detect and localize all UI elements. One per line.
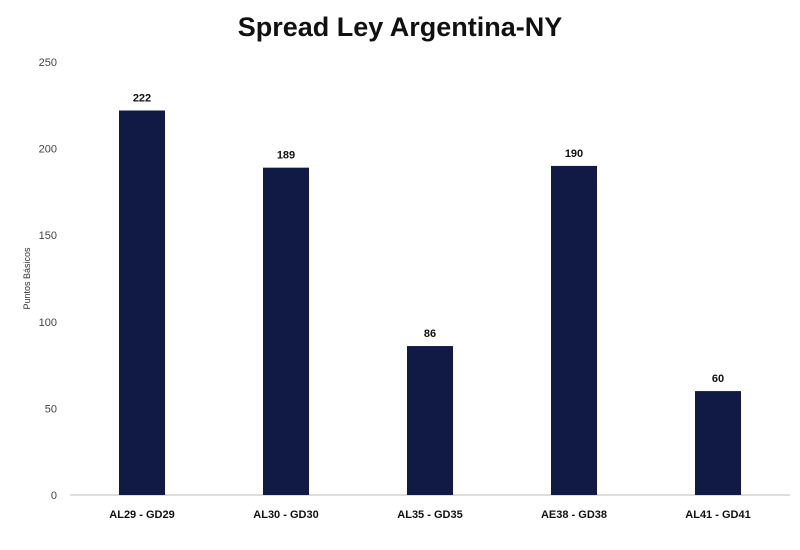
y-axis-ticks: 0 50 100 150 200 250 [39,57,57,502]
bar [119,110,165,495]
data-label: 86 [424,328,436,340]
y-tick-label: 100 [39,317,57,329]
y-tick-label: 250 [39,57,57,69]
category-label: AL35 - GD35 [397,509,462,521]
data-label: 190 [565,148,583,160]
bar [695,391,741,495]
y-tick-label: 150 [39,230,57,242]
category-label: AL30 - GD30 [253,509,318,521]
bars [119,110,741,496]
category-label: AE38 - GD38 [541,509,607,521]
category-labels: AL29 - GD29 AL30 - GD30 AL35 - GD35 AE38 - … [109,509,750,521]
bar [407,346,453,495]
y-tick-label: 50 [45,403,57,415]
chart-title: Spread Ley Argentina-NY [237,12,563,42]
data-label: 222 [133,92,151,104]
y-tick-label: 0 [51,490,57,502]
bar [263,167,309,496]
y-axis-label: Puntos Básicos [22,247,32,310]
data-label: 60 [712,373,724,385]
data-label: 189 [277,150,295,162]
category-label: AL41 - GD41 [685,509,750,521]
data-labels: 222 189 86 190 60 [133,92,724,385]
bar [551,165,597,496]
category-label: AL29 - GD29 [109,509,174,521]
y-tick-label: 200 [39,144,57,156]
